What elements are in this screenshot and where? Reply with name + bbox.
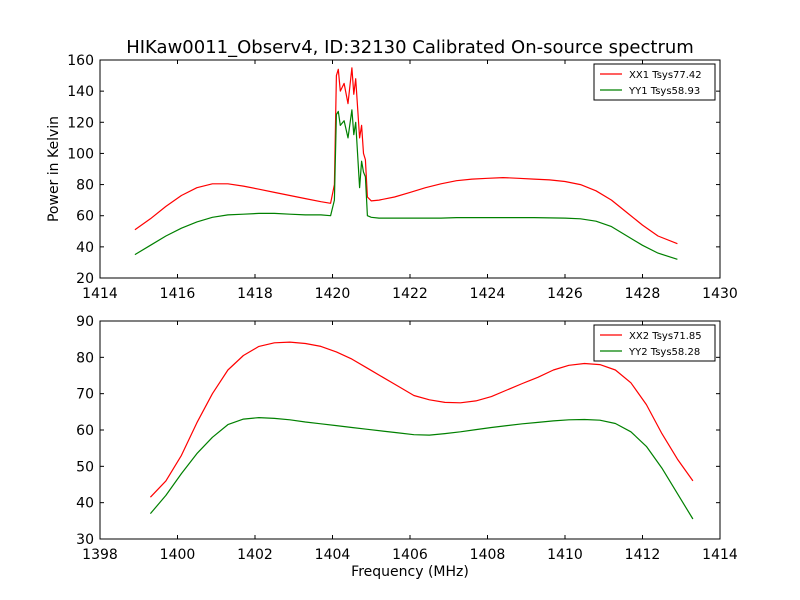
y-tick-label: 100 bbox=[67, 146, 94, 162]
y-tick-label: 60 bbox=[76, 423, 94, 439]
y-tick-label: 70 bbox=[76, 387, 94, 403]
y-axis-label-top: Power in Kelvin bbox=[46, 116, 62, 222]
x-tick-label: 1418 bbox=[237, 286, 273, 302]
y-tick-label: 160 bbox=[67, 53, 94, 69]
plot-area-top: 1414 1416 1418 1420 1422 1424 1426 1428 1430 20 40… bbox=[67, 53, 738, 302]
series-line-xx-1 bbox=[134, 67, 678, 245]
x-tick-label: 1426 bbox=[547, 286, 583, 302]
chart-bottom: Frequency (MHz) 1398 1400 1402 1404 1406 1408… bbox=[76, 314, 738, 580]
x-tick-label: 1428 bbox=[625, 286, 661, 302]
y-tick-label: 120 bbox=[67, 115, 94, 131]
x-tick-label: 1404 bbox=[315, 547, 351, 563]
y-tick-label: 80 bbox=[76, 350, 94, 366]
series-line-yy-1 bbox=[134, 109, 678, 260]
x-tick-label: 1424 bbox=[470, 286, 506, 302]
x-tick-label: 1408 bbox=[470, 547, 506, 563]
x-tick-label: 1414 bbox=[702, 547, 738, 563]
x-axis-label-bottom: Frequency (MHz) bbox=[351, 564, 469, 580]
y-tick-label: 40 bbox=[76, 240, 94, 256]
y-tick-label: 80 bbox=[76, 178, 94, 194]
legend: XX1 Tsys77.42 YY1 Tsys58.93 bbox=[593, 63, 716, 101]
plot-area-bottom: 1398 1400 1402 1404 1406 1408 1410 1412 1414 30 40… bbox=[76, 314, 738, 563]
legend-label: YY1 Tsys58.93 bbox=[628, 86, 700, 97]
legend-box bbox=[593, 324, 716, 362]
legend-label: XX1 Tsys77.42 bbox=[629, 70, 702, 81]
legend-box bbox=[593, 63, 716, 101]
y-tick-label: 90 bbox=[76, 314, 94, 330]
x-tick-label: 1410 bbox=[547, 547, 583, 563]
series-line-xx-2 bbox=[149, 341, 694, 498]
x-tick-label: 1406 bbox=[392, 547, 428, 563]
x-tick-label: 1414 bbox=[82, 286, 118, 302]
legend-label: YY2 Tsys58.28 bbox=[628, 347, 700, 358]
x-tick-label: 1398 bbox=[82, 547, 118, 563]
y-tick-label: 40 bbox=[76, 496, 94, 512]
x-tick-label: 1400 bbox=[160, 547, 196, 563]
y-tick-label: 20 bbox=[76, 271, 94, 287]
x-tick-label: 1422 bbox=[392, 286, 428, 302]
series-line-yy-2 bbox=[149, 417, 694, 520]
chart-top: HIKaw0011_Observ4, ID:32130 Calibrated O… bbox=[46, 37, 738, 302]
chart-title: HIKaw0011_Observ4, ID:32130 Calibrated O… bbox=[126, 37, 694, 58]
x-tick-label: 1430 bbox=[702, 286, 738, 302]
y-tick-label: 140 bbox=[67, 84, 94, 100]
x-tick-label: 1416 bbox=[160, 286, 196, 302]
x-tick-label: 1420 bbox=[315, 286, 351, 302]
legend-label: XX2 Tsys71.85 bbox=[629, 331, 702, 342]
x-tick-label: 1412 bbox=[625, 547, 661, 563]
y-tick-label: 30 bbox=[76, 532, 94, 548]
x-tick-label: 1402 bbox=[237, 547, 273, 563]
y-tick-label: 60 bbox=[76, 209, 94, 225]
y-tick-label: 50 bbox=[76, 459, 94, 475]
legend: XX2 Tsys71.85 YY2 Tsys58.28 bbox=[593, 324, 716, 362]
